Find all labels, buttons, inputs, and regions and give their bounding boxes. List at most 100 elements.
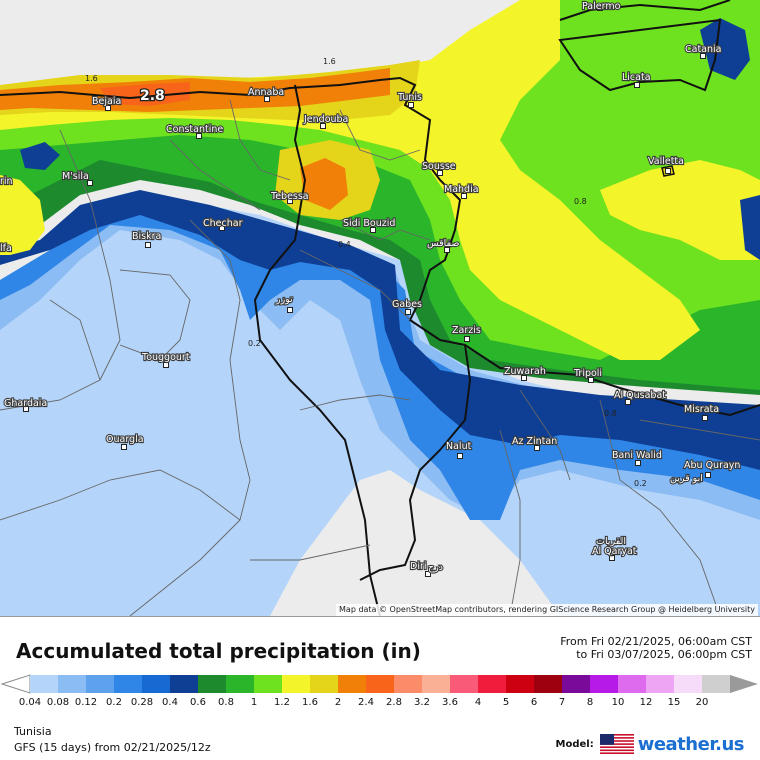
border-tunisia-libya — [359, 344, 472, 581]
city-marker — [635, 460, 641, 466]
city-marker — [87, 180, 93, 186]
scale-bin — [142, 675, 171, 693]
scale-bin — [282, 675, 311, 693]
contour-label: 1.6 — [85, 74, 98, 83]
scale-bin — [394, 675, 423, 693]
scale-bin — [506, 675, 535, 693]
precip-band-2 — [0, 68, 390, 112]
city-label: Gabes — [392, 299, 422, 310]
border-algeria-tunisia — [253, 84, 381, 616]
scale-tick-label: 1.2 — [274, 697, 290, 708]
scale-tick-label: 3.6 — [442, 697, 458, 708]
city-label: Ouargla — [106, 434, 144, 445]
scale-bin — [170, 675, 199, 693]
model-label: Model: — [555, 738, 594, 750]
city-label: Mahdia — [444, 184, 479, 195]
city-marker — [705, 472, 711, 478]
city-marker — [287, 198, 293, 204]
city-label: Valletta — [648, 156, 684, 167]
city-label: Chechar — [203, 218, 243, 229]
city-label: Diri — [410, 561, 427, 572]
scale-bin — [450, 675, 479, 693]
scale-bin — [478, 675, 507, 693]
scale-tick-label: 6 — [530, 697, 538, 708]
scale-tick-label: 2.4 — [358, 697, 374, 708]
contour-label: 1.6 — [323, 57, 336, 66]
city-label: rin — [0, 176, 13, 187]
scale-bin — [590, 675, 619, 693]
color-scale-ticks: 0.04 0.08 0.12 0.2 0.28 0.4 0.6 0.8 1 1.2 1.6 2 2.4 2… — [0, 697, 760, 711]
city-marker — [437, 170, 443, 176]
city-label: Zuwarah — [504, 366, 546, 377]
coastline-africa — [0, 76, 760, 417]
scale-tick-label: 0.2 — [106, 697, 122, 708]
city-marker — [700, 53, 706, 59]
city-marker — [405, 309, 411, 315]
scale-bin — [422, 675, 451, 693]
scale-bin — [114, 675, 143, 693]
city-label: Catania — [685, 44, 721, 55]
city-marker — [105, 105, 111, 111]
city-label: Ghardaia — [4, 398, 47, 409]
legend-title: Accumulated total precipitation (in) — [16, 639, 421, 663]
range-from: From Fri 02/21/2025, 06:00am CST — [560, 635, 752, 648]
contour-label: 0.8 — [604, 409, 617, 418]
city-marker — [625, 399, 631, 405]
city-label: صفاقس — [427, 238, 459, 249]
city-label: Annaba — [248, 87, 284, 98]
city-marker — [444, 247, 450, 253]
city-label: Sousse — [422, 161, 456, 172]
city-label: Jendouba — [303, 114, 348, 125]
city-marker — [219, 225, 225, 231]
scale-tick-label: 0.04 — [18, 697, 42, 708]
dark-cell-c — [740, 195, 760, 260]
model-run: GFS (15 days) from 02/21/2025/12z — [14, 741, 211, 754]
contour-label: 0.4 — [338, 240, 351, 249]
precip-band-2.4 — [100, 82, 190, 106]
scale-tick-label: 4 — [474, 697, 482, 708]
scale-min-arrow — [0, 674, 31, 694]
scale-bin — [226, 675, 255, 693]
scale-bin — [618, 675, 647, 693]
city-label: ابو قرين — [670, 473, 703, 484]
city-marker — [464, 336, 470, 342]
scale-bin — [310, 675, 339, 693]
city-label: Zarzis — [452, 325, 481, 336]
city-label: Abu Qurayn — [684, 460, 740, 471]
city-label: Palermo — [582, 1, 621, 12]
scale-tick-label: 0.4 — [162, 697, 178, 708]
city-label: Touggourt — [141, 352, 190, 363]
city-marker — [145, 242, 151, 248]
scale-bin — [366, 675, 395, 693]
scale-tick-label: 8 — [586, 697, 594, 708]
city-label: Nalut — [446, 441, 472, 452]
scale-bin — [534, 675, 563, 693]
city-marker — [287, 307, 293, 313]
city-marker — [534, 445, 540, 451]
city-marker — [457, 453, 463, 459]
us-flag-icon — [599, 734, 634, 754]
time-range: From Fri 02/21/2025, 06:00am CST to Fri … — [560, 635, 752, 661]
scale-tick-label: 15 — [667, 697, 681, 708]
region-name: Tunisia — [14, 725, 52, 738]
scale-tick-label: 7 — [558, 697, 566, 708]
city-marker — [665, 168, 671, 174]
precipitation-map[interactable]: 1.6 1.6 0.8 0.4 0.2 0.8 0.2 2.8 Palermo C… — [0, 0, 760, 616]
city-marker — [425, 571, 431, 577]
precip-band-1.2-west — [0, 175, 45, 255]
city-label: Biskra — [132, 231, 161, 242]
scale-bin — [674, 675, 703, 693]
city-marker — [264, 96, 270, 102]
city-label: Tunis — [397, 92, 422, 103]
scale-tick-label: 10 — [611, 697, 625, 708]
scale-max-arrow — [730, 675, 758, 693]
scale-tick-label: 1 — [250, 697, 258, 708]
precip-band-0.4 — [0, 190, 760, 470]
brand-logo: weather.us — [637, 733, 745, 755]
scale-bin — [338, 675, 367, 693]
city-marker — [23, 406, 29, 412]
max-value-label: 2.8 — [140, 88, 165, 104]
map-attribution[interactable]: Map data © OpenStreetMap contributors, r… — [336, 604, 758, 616]
model-branding[interactable]: Model: weather.us — [556, 731, 745, 757]
scale-tick-label: 5 — [502, 697, 510, 708]
